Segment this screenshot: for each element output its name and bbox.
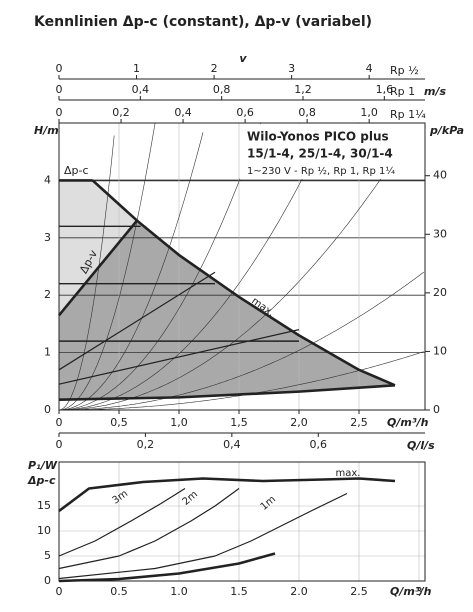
v-tick-label: 0,4 (174, 106, 192, 119)
v-tick-label: 0,2 (112, 106, 130, 119)
curve (58, 384, 396, 401)
y2-tick-label: 20 (433, 286, 447, 299)
curve-label: 2m (181, 489, 200, 508)
v-tick-label: 0,8 (213, 83, 231, 96)
y-axis-label: Δp-c (27, 474, 56, 487)
system-curve (59, 124, 417, 411)
y2-tick-label: 40 (433, 169, 447, 182)
x-tick-label: 1,5 (230, 416, 248, 429)
v-tick-label: 1,6 (376, 83, 394, 96)
v-tick-label: 0 (56, 106, 63, 119)
y-tick-label: 5 (44, 549, 51, 562)
v-tick-label: 0 (56, 62, 63, 75)
v-tick-label: 0 (56, 83, 63, 96)
x-tick-label: 3 (416, 585, 423, 598)
info-text: 15/1-4, 25/1-4, 30/1-4 (247, 147, 393, 161)
curve (58, 271, 216, 371)
y2-tick-label: 0 (433, 403, 440, 416)
x-tick-label: 0,4 (223, 438, 241, 451)
x-tick-label: 0,6 (310, 438, 328, 451)
v-tick-label: 4 (366, 62, 373, 75)
y-axis-label: H/m (34, 124, 59, 137)
pipe-label: Rp ½ (390, 64, 419, 77)
y-tick-label: 15 (37, 499, 51, 512)
x-tick-label: 2.0 (290, 585, 308, 598)
info-text: 1~230 V - Rp ½, Rp 1, Rp 1¼ (247, 165, 395, 177)
dp-v-area (59, 220, 395, 400)
power-curve (58, 492, 348, 580)
axis-label: v (239, 52, 247, 65)
axis-label: m/s (424, 85, 446, 98)
x-tick-label: 2,0 (290, 416, 308, 429)
v-tick-label: 0,8 (298, 106, 316, 119)
v-tick-label: 0,6 (236, 106, 254, 119)
curve-label: 3m (111, 488, 131, 506)
info-box (240, 124, 424, 179)
x-tick-label: 0 (56, 438, 63, 451)
x-axis-label: Q/l/s (407, 439, 435, 452)
y2-tick-label: 10 (433, 344, 447, 357)
pipe-label: Rp 1 (390, 85, 415, 98)
curve-label: 1m (259, 494, 278, 513)
y-tick-label: 2 (44, 288, 51, 301)
y-axis-label: P₁/W (28, 459, 58, 472)
pipe-label: Rp 1¼ (390, 108, 426, 121)
plot-frame (58, 461, 426, 582)
x-tick-label: 0.5 (110, 585, 128, 598)
y-tick-label: 1 (44, 346, 51, 359)
v-tick-label: 3 (288, 62, 295, 75)
system-curve (59, 271, 424, 411)
curve (57, 219, 139, 317)
x-tick-label: 2.5 (350, 585, 368, 598)
page-title: Kennlinien Δp-c (constant), Δp-v (variab… (34, 14, 372, 30)
x-tick-label: 0 (56, 416, 63, 429)
x-tick-label: 1.5 (230, 585, 248, 598)
y-tick-label: 4 (44, 173, 51, 186)
v-tick-label: 1,2 (294, 83, 312, 96)
plot-frame (58, 122, 426, 411)
y-tick-label: 3 (44, 231, 51, 244)
curve-label: Δp-c (64, 164, 89, 177)
x-axis-label: Q/m³/h (387, 416, 429, 429)
v-tick-label: 0,4 (132, 83, 150, 96)
x-tick-label: 0,5 (110, 416, 128, 429)
v-tick-label: 2 (211, 62, 218, 75)
v-tick-label: 1 (133, 62, 140, 75)
system-curve (58, 123, 156, 411)
y-tick-label: 0 (44, 574, 51, 587)
system-curve (59, 127, 329, 411)
info-text: Wilo-Yonos PICO plus (247, 130, 389, 144)
power-curve (58, 488, 240, 570)
y-tick-label: 10 (37, 524, 51, 537)
y2-tick-label: 30 (433, 227, 447, 240)
curve (58, 329, 300, 385)
power-curve (58, 487, 186, 557)
x-axis-label: Q/m³/h (390, 585, 432, 598)
x-tick-label: 2,5 (350, 416, 368, 429)
x-tick-label: 1.0 (170, 585, 188, 598)
y-tick-label: 0 (44, 403, 51, 416)
v-tick-label: 1,0 (360, 106, 378, 119)
x-tick-label: 1,0 (170, 416, 188, 429)
power-curve (58, 552, 276, 583)
x-tick-label: 0,2 (137, 438, 155, 451)
x-tick-label: 0 (56, 585, 63, 598)
power-curve (58, 477, 396, 513)
y2-axis-label: p/kPa (429, 124, 464, 137)
system-curve (59, 123, 261, 411)
curve-label: max. (336, 468, 361, 479)
